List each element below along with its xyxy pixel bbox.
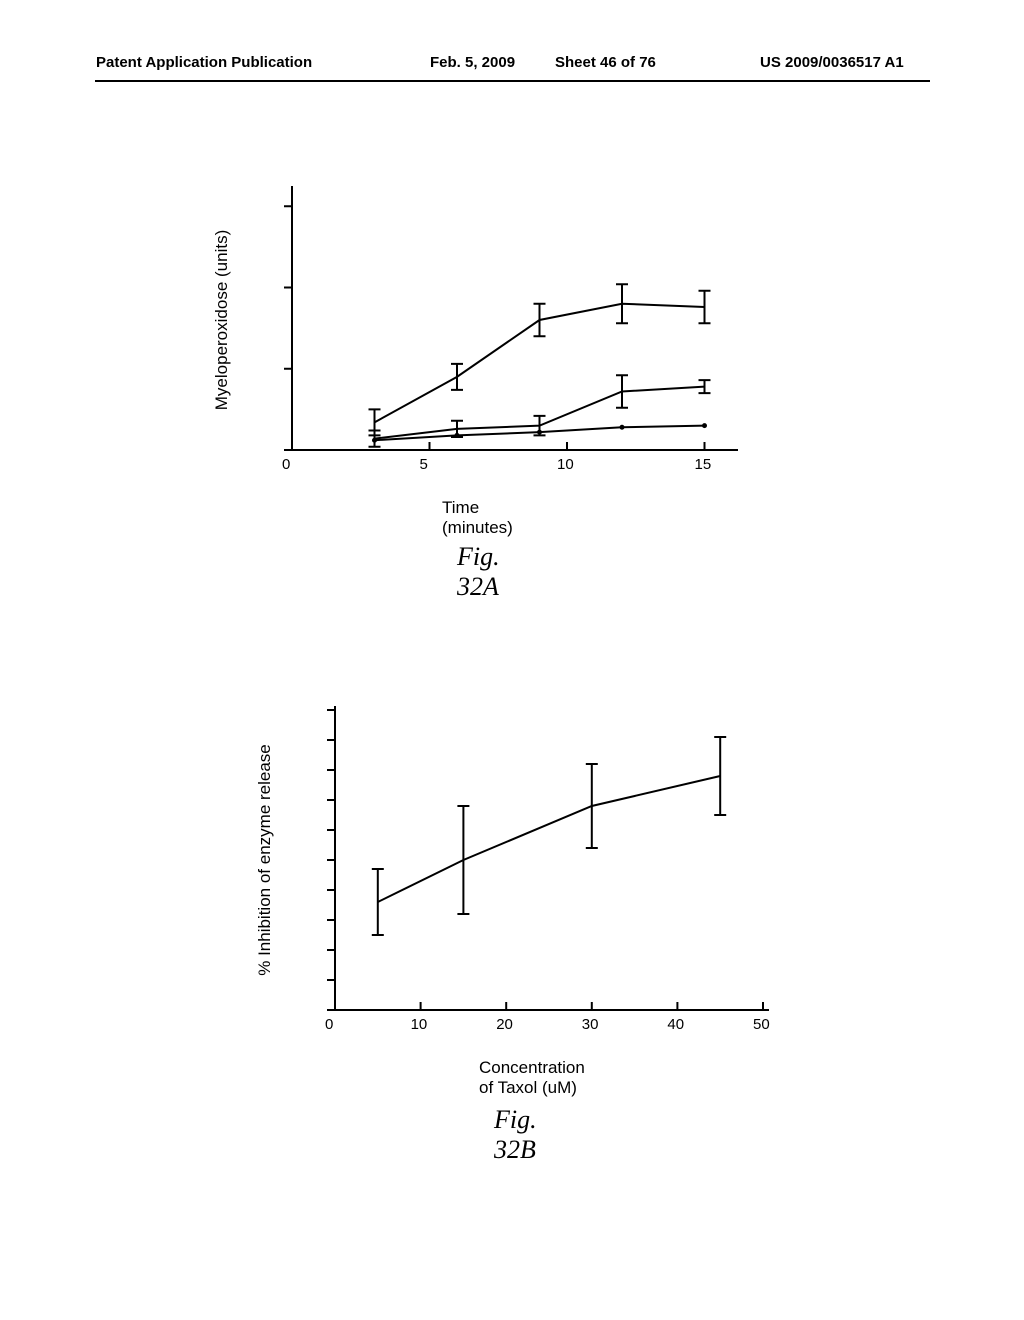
series-line [378, 776, 720, 902]
figure-title: Fig. 32B [494, 1105, 537, 1165]
x-axis-title: Concentration of Taxol (uM) [479, 1058, 585, 1098]
y-axis-title: % Inhibition of enzyme release [255, 744, 275, 976]
